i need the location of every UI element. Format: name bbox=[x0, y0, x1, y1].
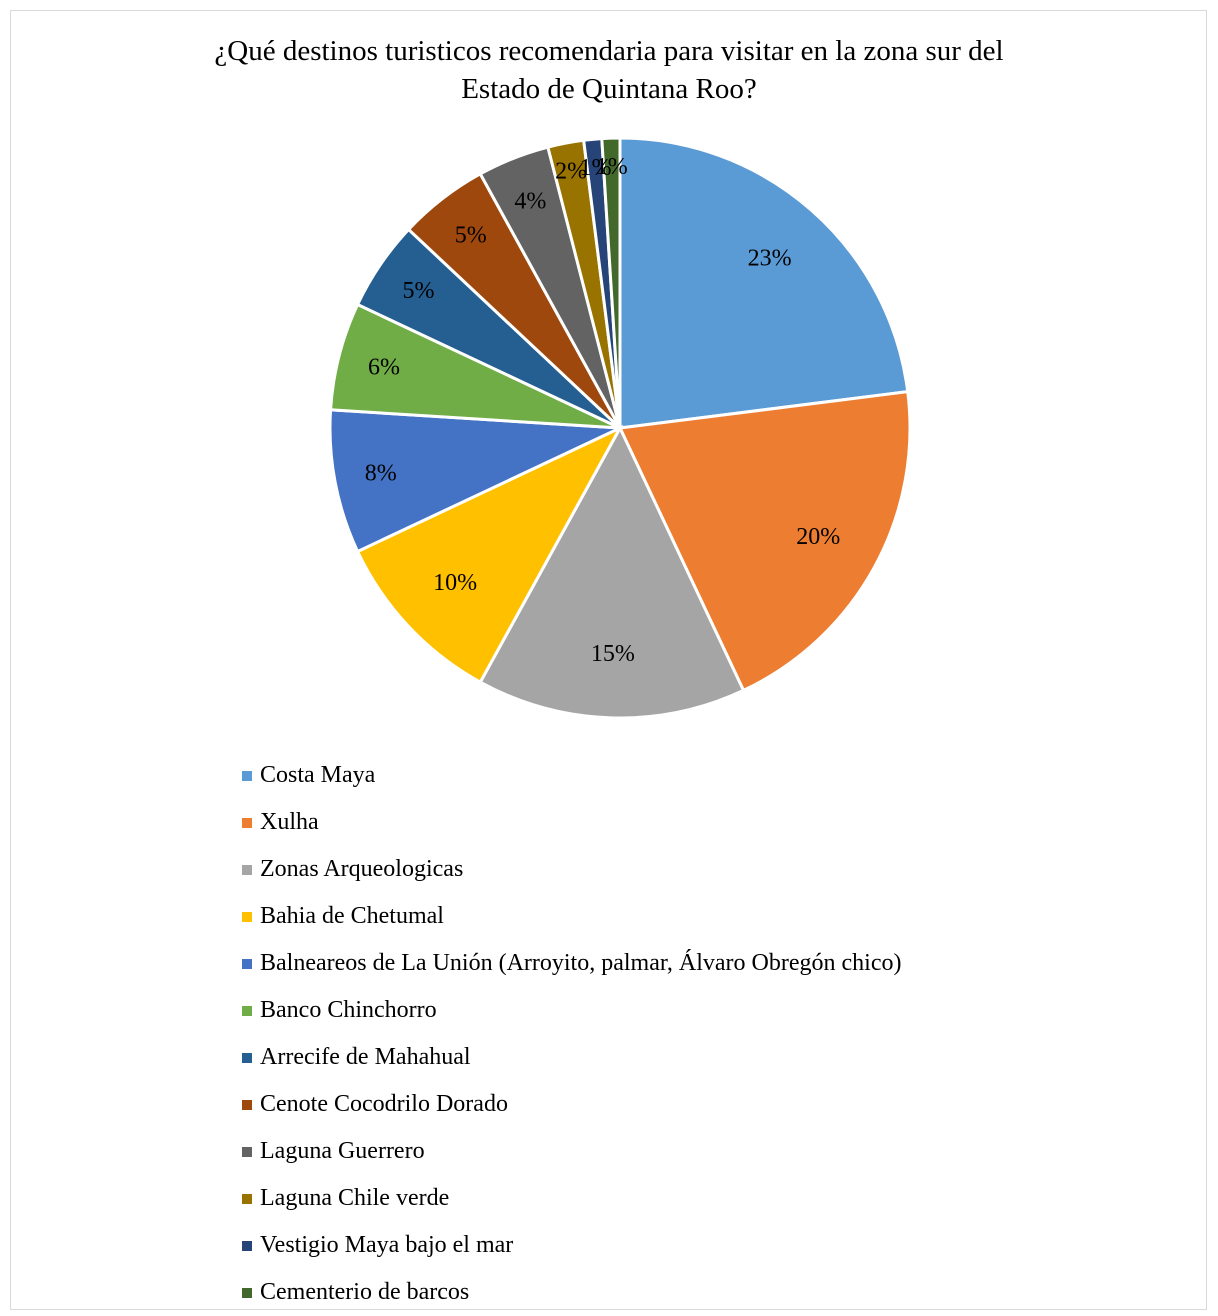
pie-data-label: 1% bbox=[596, 154, 628, 180]
chart-title-line-1: ¿Qué destinos turisticos recomendaria pa… bbox=[214, 35, 1004, 67]
pie-data-labels: 23%20%15%10%8%6%5%5%4%2%1%1% bbox=[365, 154, 841, 667]
legend-label: Bahia de Chetumal bbox=[260, 903, 444, 929]
legend-label: Laguna Guerrero bbox=[260, 1138, 425, 1164]
chart-title-line-2: Estado de Quintana Roo? bbox=[461, 73, 757, 105]
legend-swatch bbox=[242, 1005, 252, 1016]
pie-data-label: 23% bbox=[748, 245, 792, 271]
legend-entry: Cenote Cocodrilo Dorado bbox=[242, 1081, 901, 1128]
legend-label: Balneareos de La Unión (Arroyito, palmar… bbox=[260, 950, 902, 976]
legend-label: Xulha bbox=[260, 809, 319, 835]
legend-entry: Banco Chinchorro bbox=[242, 987, 901, 1034]
pie-slice bbox=[618, 136, 910, 430]
pie-data-label: 15% bbox=[591, 641, 635, 667]
legend-entry: Balneareos de La Unión (Arroyito, palmar… bbox=[242, 940, 901, 987]
legend-entry: Bahia de Chetumal bbox=[242, 893, 901, 940]
pie-data-label: 5% bbox=[403, 278, 435, 304]
legend-label: Arrecife de Mahahual bbox=[260, 1044, 471, 1070]
pie-data-label: 20% bbox=[796, 524, 840, 550]
legend-swatch bbox=[242, 911, 252, 922]
pie-slices bbox=[328, 136, 912, 720]
legend-swatch bbox=[242, 1240, 252, 1251]
legend-entry: Zonas Arqueologicas bbox=[242, 846, 901, 893]
pie-data-label: 8% bbox=[365, 461, 397, 487]
legend-swatch bbox=[242, 1052, 252, 1063]
chart-title: ¿Qué destinos turisticos recomendaria pa… bbox=[0, 32, 1218, 108]
legend-label: Banco Chinchorro bbox=[260, 997, 437, 1023]
legend-swatch bbox=[242, 1193, 252, 1204]
legend-label: Cenote Cocodrilo Dorado bbox=[260, 1091, 508, 1117]
pie-slice bbox=[478, 424, 746, 720]
pie-data-label: 6% bbox=[368, 354, 400, 380]
legend-entry: Xulha bbox=[242, 799, 901, 846]
legend-swatch bbox=[242, 817, 252, 828]
chart-legend: Costa Maya Xulha Zonas Arqueologicas Bahia … bbox=[242, 752, 901, 1316]
pie-slice bbox=[355, 424, 624, 685]
legend-swatch bbox=[242, 1099, 252, 1110]
pie-slice bbox=[617, 389, 912, 693]
legend-entry: Costa Maya bbox=[242, 752, 901, 799]
pie-data-label: 4% bbox=[514, 189, 546, 215]
legend-swatch bbox=[242, 770, 252, 781]
legend-label: Vestigio Maya bajo el mar bbox=[260, 1232, 514, 1258]
legend-entry: Cementerio de barcos bbox=[242, 1269, 901, 1316]
legend-label: Zonas Arqueologicas bbox=[260, 856, 464, 882]
legend-entry: Laguna Guerrero bbox=[242, 1128, 901, 1175]
legend-entry: Arrecife de Mahahual bbox=[242, 1034, 901, 1081]
legend-label: Cementerio de barcos bbox=[260, 1279, 470, 1305]
pie-slice bbox=[600, 136, 622, 429]
pie-slice bbox=[328, 408, 621, 554]
legend-swatch bbox=[242, 1287, 252, 1298]
pie-data-label: 2% bbox=[555, 159, 587, 185]
pie-data-label: 1% bbox=[579, 155, 611, 181]
legend-entry: Laguna Chile verde bbox=[242, 1175, 901, 1222]
legend-swatch bbox=[242, 958, 252, 969]
pie-data-label: 5% bbox=[455, 223, 487, 249]
legend-swatch bbox=[242, 1146, 252, 1157]
legend-label: Costa Maya bbox=[260, 762, 376, 788]
legend-swatch bbox=[242, 864, 252, 875]
pie-data-label: 10% bbox=[433, 570, 477, 596]
legend-entry: Vestigio Maya bajo el mar bbox=[242, 1222, 901, 1269]
legend-label: Laguna Chile verde bbox=[260, 1185, 450, 1211]
